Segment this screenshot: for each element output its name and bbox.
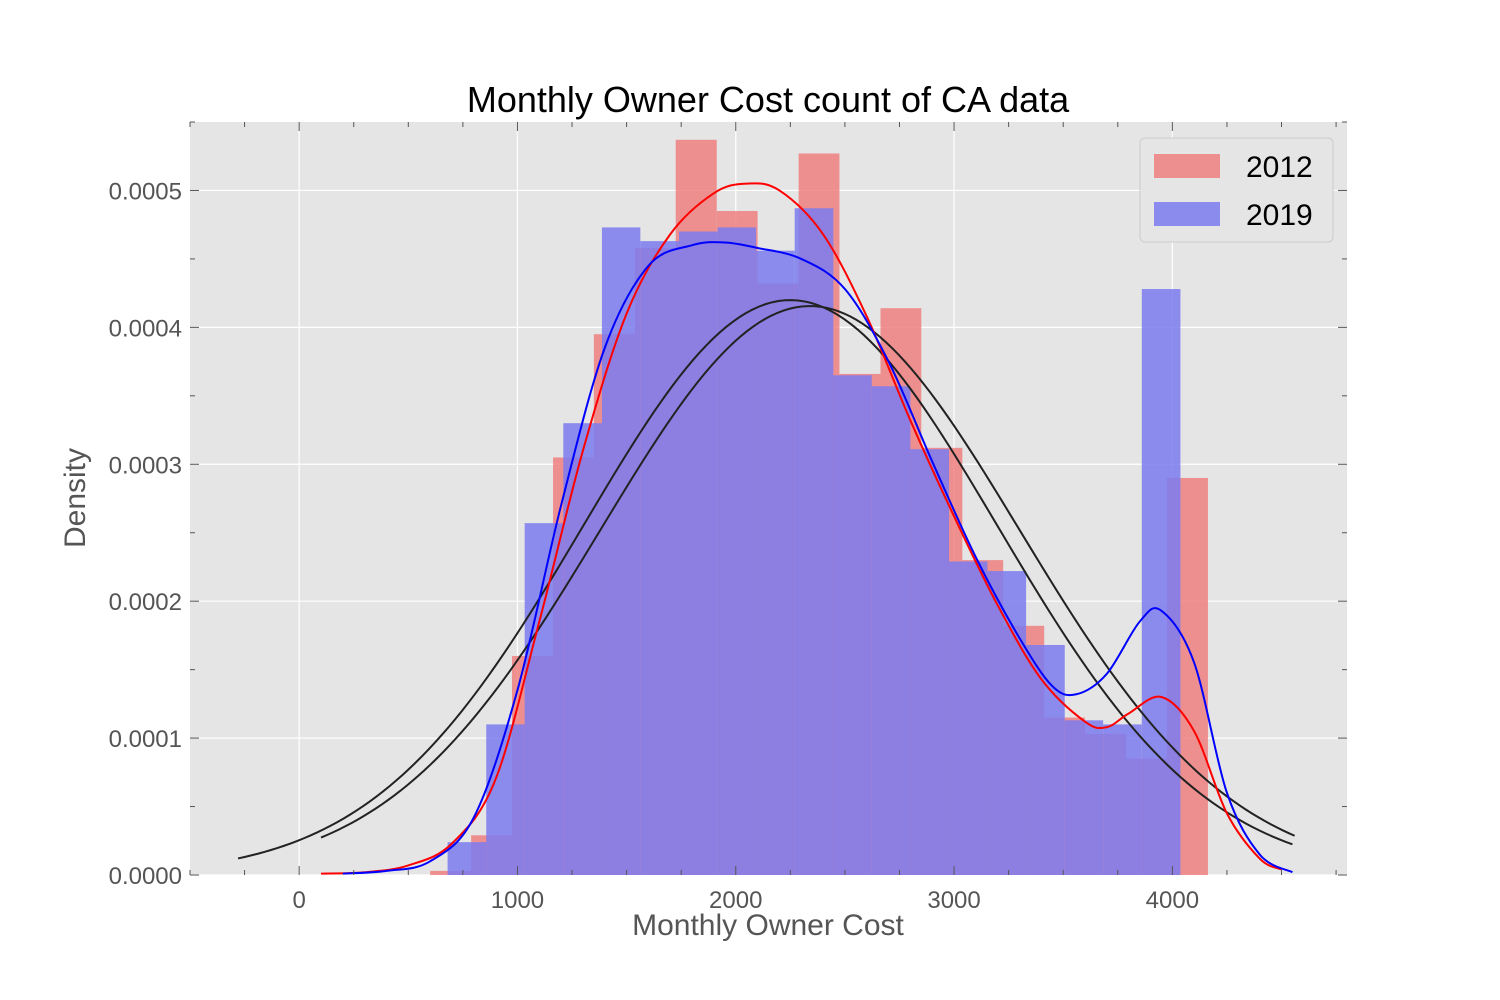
y-tick-label: 0.0000 — [109, 863, 182, 890]
y-tick-label: 0.0004 — [109, 315, 182, 342]
y-axis-label: Density — [59, 448, 92, 548]
x-tick-label: 4000 — [1146, 887, 1199, 914]
histogram-bar-2019 — [871, 386, 911, 875]
histogram-bar-2019 — [910, 449, 950, 875]
y-tick-label: 0.0003 — [109, 452, 182, 479]
histogram-bar-2019 — [447, 842, 487, 875]
x-tick-label: 2000 — [709, 887, 762, 914]
y-tick-label: 0.0002 — [109, 589, 182, 616]
x-tick-label: 0 — [292, 887, 305, 914]
x-tick-label: 3000 — [927, 887, 980, 914]
histogram-bar-2019 — [949, 561, 988, 875]
legend-swatch-2012 — [1154, 154, 1220, 178]
histogram-bar-2019 — [833, 375, 872, 875]
plot-area: 0 1000 2000 3000 4000 0.0000 0.0001 0.0002 0.000… — [109, 121, 1347, 914]
histogram-bar-2019 — [717, 227, 757, 876]
kde-curve-2012 — [320, 182, 1282, 875]
histogram-bar-2019 — [640, 241, 679, 876]
histogram-bar-2019 — [678, 231, 718, 875]
legend-swatch-2019 — [1154, 202, 1220, 226]
normal-fit-2012 — [237, 299, 1293, 860]
chart-title: Monthly Owner Cost count of CA data — [467, 79, 1070, 120]
histogram-2019 — [447, 208, 1181, 876]
y-tick-label: 0.0001 — [109, 726, 182, 753]
y-tick-label: 0.0005 — [109, 178, 182, 205]
histogram-bar-2019 — [794, 208, 834, 875]
normal-fit-2019 — [320, 305, 1296, 839]
legend-label-2012: 2012 — [1246, 151, 1313, 184]
kde-curve-2019 — [342, 241, 1293, 875]
legend-label-2019: 2019 — [1246, 199, 1313, 232]
x-axis-label: Monthly Owner Cost — [632, 909, 904, 942]
histogram-bar-2019 — [563, 423, 602, 875]
histogram-bar-2019 — [601, 227, 641, 876]
histogram-bar-2019 — [1141, 289, 1181, 876]
x-tick-label: 1000 — [491, 887, 544, 914]
legend: 2012 2019 — [1139, 137, 1334, 243]
histogram-bar-2019 — [1103, 724, 1142, 875]
histogram-bar-2019 — [1064, 720, 1104, 875]
histogram-bar-2019 — [756, 250, 795, 875]
